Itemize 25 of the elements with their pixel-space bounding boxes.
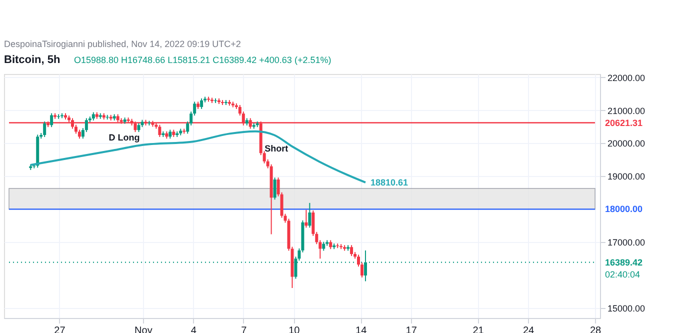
- annotation: Short: [264, 143, 288, 154]
- line-series: [30, 130, 366, 184]
- y-tick-label: 20000.00: [608, 138, 646, 149]
- text: DespoinaTsirogianni published, Nov 14, 2022 09:19 UTC+2: [4, 39, 241, 49]
- candlestick: [364, 250, 367, 282]
- candlestick: [308, 202, 312, 228]
- ref-line-label: 18000.00: [605, 204, 643, 214]
- candlestick: [43, 120, 46, 138]
- ref-line-label: 16389.42: [605, 257, 643, 268]
- y-tick-label: 21000.00: [608, 106, 646, 116]
- candlestick: [304, 209, 308, 228]
- chart-title: Bitcoin, 5h: [4, 54, 61, 66]
- ref-line-label: 20621.31: [605, 118, 643, 128]
- candlestick: [200, 98, 204, 110]
- candlestick: [350, 244, 354, 257]
- annotation: D Long: [108, 132, 140, 142]
- y-tick-label: 19000.00: [608, 172, 646, 182]
- text: O15988.80 H16748.66 L15815.21 C16389.42 +400.63 (+2.51%): [74, 55, 332, 65]
- y-tick-label: 17000.00: [608, 238, 646, 248]
- text: 02:40:04: [605, 269, 640, 280]
- y-tick-label: 22000.00: [608, 72, 646, 83]
- candlestick: [50, 112, 54, 128]
- candlestick: [273, 177, 276, 200]
- y-tick-label: 15000.00: [608, 304, 646, 314]
- data-label: 18810.61: [370, 177, 408, 188]
